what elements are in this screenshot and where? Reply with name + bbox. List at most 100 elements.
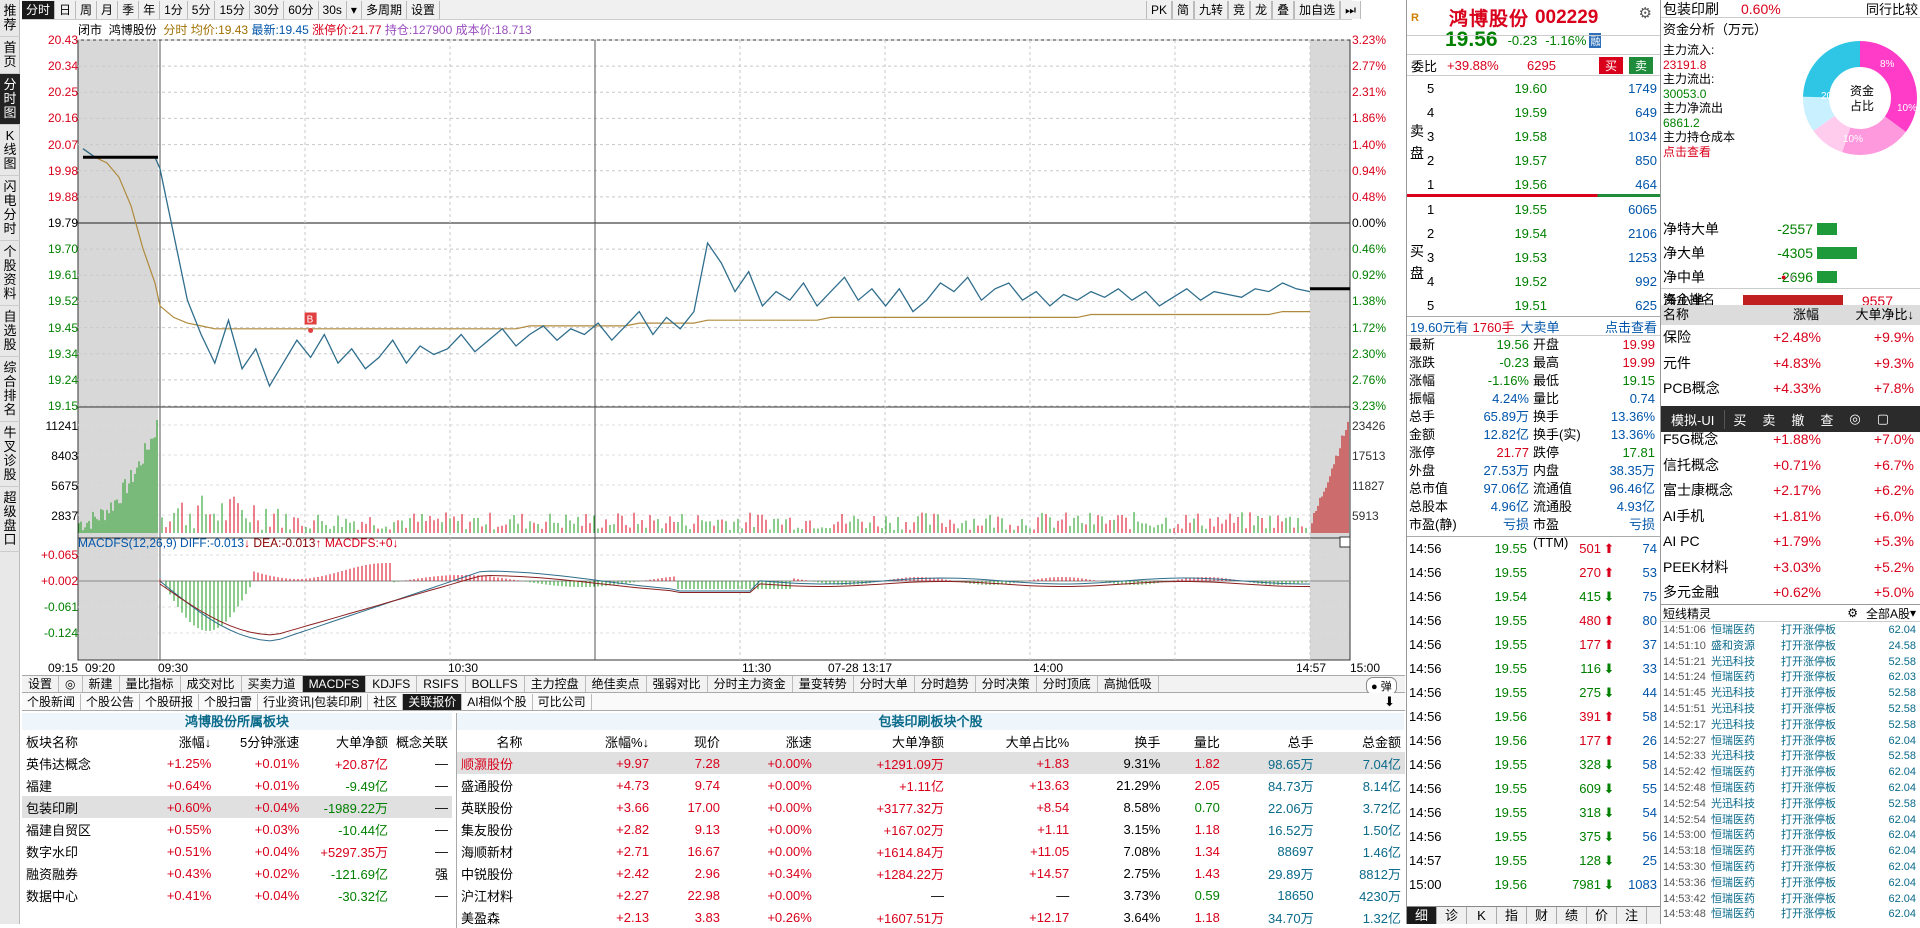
rank-row[interactable]: 多元金融 +0.62% +5.0% xyxy=(1661,580,1920,606)
toolbar-right-item-1[interactable]: 简 xyxy=(1172,1,1195,19)
toolbar-right-item-3[interactable]: 竞 xyxy=(1228,1,1251,19)
leftnav-item-3[interactable]: K线图 xyxy=(0,125,20,176)
toolbar-right-item-7[interactable]: ⏭ xyxy=(1340,1,1361,19)
stock-row[interactable]: 海顺新材 +2.71 16.67 +0.00% +1614.84万 +11.05 7.08%… xyxy=(457,840,1405,862)
info-tab-7[interactable]: AI相似个股 xyxy=(462,693,533,710)
indicator-tab-7[interactable]: KDJFS xyxy=(366,676,418,692)
stock-col-header[interactable]: 大单净额 xyxy=(892,734,945,750)
stock-col-header[interactable]: 换手 xyxy=(1134,734,1161,750)
intraday-chart[interactable]: B xyxy=(0,0,1406,675)
toolbar-item-0[interactable]: 分时 xyxy=(22,0,56,19)
sector-row[interactable]: 福建 +0.64% +0.01% -9.49亿 — xyxy=(22,774,452,796)
zx-row[interactable]: 14:51:45 光迅科技 打开涨停板 52.58 xyxy=(1661,686,1920,702)
info-tab-6[interactable]: 关联报价 xyxy=(403,693,463,710)
indicator-tab-9[interactable]: BOLLFS xyxy=(466,676,525,692)
info-tab-2[interactable]: 个股研报 xyxy=(140,693,200,710)
bottom-tab-0[interactable]: 细 xyxy=(1407,907,1437,924)
zx-filter[interactable]: 全部A股 xyxy=(1865,606,1910,621)
leftnav-item-7[interactable]: 综合排名 xyxy=(0,357,20,422)
toolbar-item-13[interactable]: 多周期 xyxy=(362,0,407,19)
bottom-tab-7[interactable]: 注 xyxy=(1617,907,1647,924)
toolbar-item-12[interactable]: ▾ xyxy=(347,0,362,19)
leftnav-item-8[interactable]: 牛叉诊股 xyxy=(0,422,20,487)
sim-toolbar-item-5[interactable]: ◎ xyxy=(1849,411,1861,426)
zx-row[interactable]: 14:52:33 光迅科技 打开涨停板 52.58 xyxy=(1661,749,1920,765)
toolbar-item-9[interactable]: 30分 xyxy=(250,0,285,19)
zx-row[interactable]: 14:51:10 盛和资源 打开涨停板 24.58 xyxy=(1661,639,1920,655)
sector-row[interactable]: 数字水印 +0.51% +0.04% +5297.35万 — xyxy=(22,840,452,862)
bottom-tab-1[interactable]: 诊 xyxy=(1437,907,1467,924)
zx-row[interactable]: 14:52:48 恒瑞医药 打开涨停板 62.04 xyxy=(1661,781,1920,797)
bottom-tab-3[interactable]: 指 xyxy=(1497,907,1527,924)
toolbar-right-item-2[interactable]: 九转 xyxy=(1194,1,1229,19)
indicator-tab-13[interactable]: 分时主力资金 xyxy=(708,676,793,692)
leftnav-item-1[interactable]: 首页 xyxy=(0,37,20,74)
stock-col-header[interactable]: 名称 xyxy=(496,734,523,750)
leftnav-item-5[interactable]: 个股资料 xyxy=(0,241,20,306)
sector-col-header[interactable]: 涨幅↓ xyxy=(178,734,212,750)
sector-col-header[interactable]: 板块名称 xyxy=(26,734,79,750)
indicator-tab-18[interactable]: 分时顶底 xyxy=(1037,676,1098,692)
zx-row[interactable]: 14:52:54 恒瑞医药 打开涨停板 62.04 xyxy=(1661,813,1920,829)
sim-toolbar-item-2[interactable]: 卖 xyxy=(1762,412,1776,428)
indicator-tab-19[interactable]: 高抛低吸 xyxy=(1098,676,1159,692)
sector-col-header[interactable]: 5分钟涨速 xyxy=(240,734,300,750)
zx-row[interactable]: 14:53:00 恒瑞医药 打开涨停板 62.04 xyxy=(1661,828,1920,844)
cost-link[interactable]: 点击查看 xyxy=(1663,144,1712,159)
stock-col-header[interactable]: 涨幅%↓ xyxy=(605,734,650,750)
info-tab-3[interactable]: 个股扫雷 xyxy=(199,693,259,710)
stock-row[interactable]: 英联股份 +3.66 17.00 +0.00% +3177.32万 +8.54 8.58% 0… xyxy=(457,796,1405,818)
sim-toolbar-item-6[interactable]: ▢ xyxy=(1876,411,1890,426)
indicator-tab-2[interactable]: 新建 xyxy=(83,676,120,692)
page-dots[interactable]: ● ● xyxy=(1781,272,1795,282)
sector-row[interactable]: 福建自贸区 +0.55% +0.03% -10.44亿 — xyxy=(22,818,452,840)
indicator-tab-6[interactable]: MACDFS xyxy=(302,676,367,692)
stock-col-header[interactable]: 总金额 xyxy=(1361,734,1401,750)
bids-row[interactable]: 1 19.55 6065 xyxy=(1427,197,1657,221)
sim-toolbar-item-1[interactable]: 买 xyxy=(1733,412,1747,428)
info-tab-5[interactable]: 社区 xyxy=(368,693,404,710)
toolbar-right-item-6[interactable]: 加自选 xyxy=(1294,1,1341,19)
stock-col-header[interactable]: 涨速 xyxy=(785,734,812,750)
bottom-tab-6[interactable]: 价 xyxy=(1587,907,1617,924)
indicator-tab-15[interactable]: 分时大单 xyxy=(854,676,915,692)
zx-row[interactable]: 14:52:27 恒瑞医药 打开涨停板 62.04 xyxy=(1661,734,1920,750)
sector-row[interactable]: 融资融券 +0.43% +0.02% -121.69亿 强 xyxy=(22,862,452,884)
rank-row[interactable]: AI PC +1.79% +5.3% xyxy=(1661,529,1920,555)
bids-row[interactable]: 5 19.51 625 xyxy=(1427,293,1657,317)
stock-row[interactable]: 美盈森 +2.13 3.83 +0.26% +1607.51万 +12.17 3.64% 1.… xyxy=(457,906,1405,928)
leftnav-item-6[interactable]: 自选股 xyxy=(0,306,20,357)
rank-row[interactable]: 富士康概念 +2.17% +6.2% xyxy=(1661,478,1920,504)
rank-row[interactable]: 信托概念 +0.71% +6.7% xyxy=(1661,453,1920,479)
bottom-tab-4[interactable]: 财 xyxy=(1527,907,1557,924)
zx-row[interactable]: 14:52:54 光迅科技 打开涨停板 52.58 xyxy=(1661,797,1920,813)
indicator-tab-0[interactable]: 设置 xyxy=(22,676,60,692)
close-panel-icon[interactable] xyxy=(1339,536,1351,548)
toolbar-item-6[interactable]: 1分 xyxy=(160,0,188,19)
rank-col-header[interactable]: 名称 xyxy=(1663,307,1690,322)
indicator-tab-8[interactable]: RSIFS xyxy=(417,676,466,692)
toolbar-item-8[interactable]: 15分 xyxy=(215,0,250,19)
zx-row[interactable]: 14:51:21 光迅科技 打开涨停板 52.58 xyxy=(1661,655,1920,671)
sector-row[interactable]: 数据中心 +0.41% +0.04% -30.32亿 — xyxy=(22,884,452,906)
toolbar-item-4[interactable]: 季 xyxy=(118,0,140,19)
peers-link[interactable]: 同行比较 xyxy=(1865,2,1918,17)
sector-col-header[interactable]: 大单净额 xyxy=(335,734,388,750)
sim-toolbar-item-0[interactable]: 模拟-UI xyxy=(1661,409,1726,429)
indicator-tab-5[interactable]: 买卖力道 xyxy=(242,676,303,692)
sell-button[interactable]: 卖 xyxy=(1629,56,1654,74)
leftnav-item-9[interactable]: 超级盘口 xyxy=(0,487,20,552)
leftnav-item-0[interactable]: 推荐 xyxy=(0,0,20,37)
bids-row[interactable]: 3 19.53 1253 xyxy=(1427,245,1657,269)
stock-row[interactable]: 顺灏股份 +9.97 7.28 +0.00% +1291.09万 +1.83 9.31% 1.… xyxy=(457,752,1405,774)
asks-row[interactable]: 3 19.58 1034 xyxy=(1427,124,1657,148)
stock-row[interactable]: 盛通股份 +4.73 9.74 +0.00% +1.11亿 +13.63 21.29% 2.0… xyxy=(457,774,1405,796)
indicator-tab-14[interactable]: 量变转势 xyxy=(793,676,854,692)
rank-row[interactable]: AI手机 +1.81% +6.0% xyxy=(1661,504,1920,530)
toolbar-item-2[interactable]: 周 xyxy=(76,0,98,19)
indicator-tab-11[interactable]: 绝佳卖点 xyxy=(586,676,647,692)
indicator-tab-17[interactable]: 分时决策 xyxy=(976,676,1037,692)
sim-toolbar-item-3[interactable]: 撤 xyxy=(1791,412,1805,428)
toolbar-item-14[interactable]: 设置 xyxy=(407,0,440,19)
leftnav-item-2[interactable]: 分时图 xyxy=(0,74,20,125)
